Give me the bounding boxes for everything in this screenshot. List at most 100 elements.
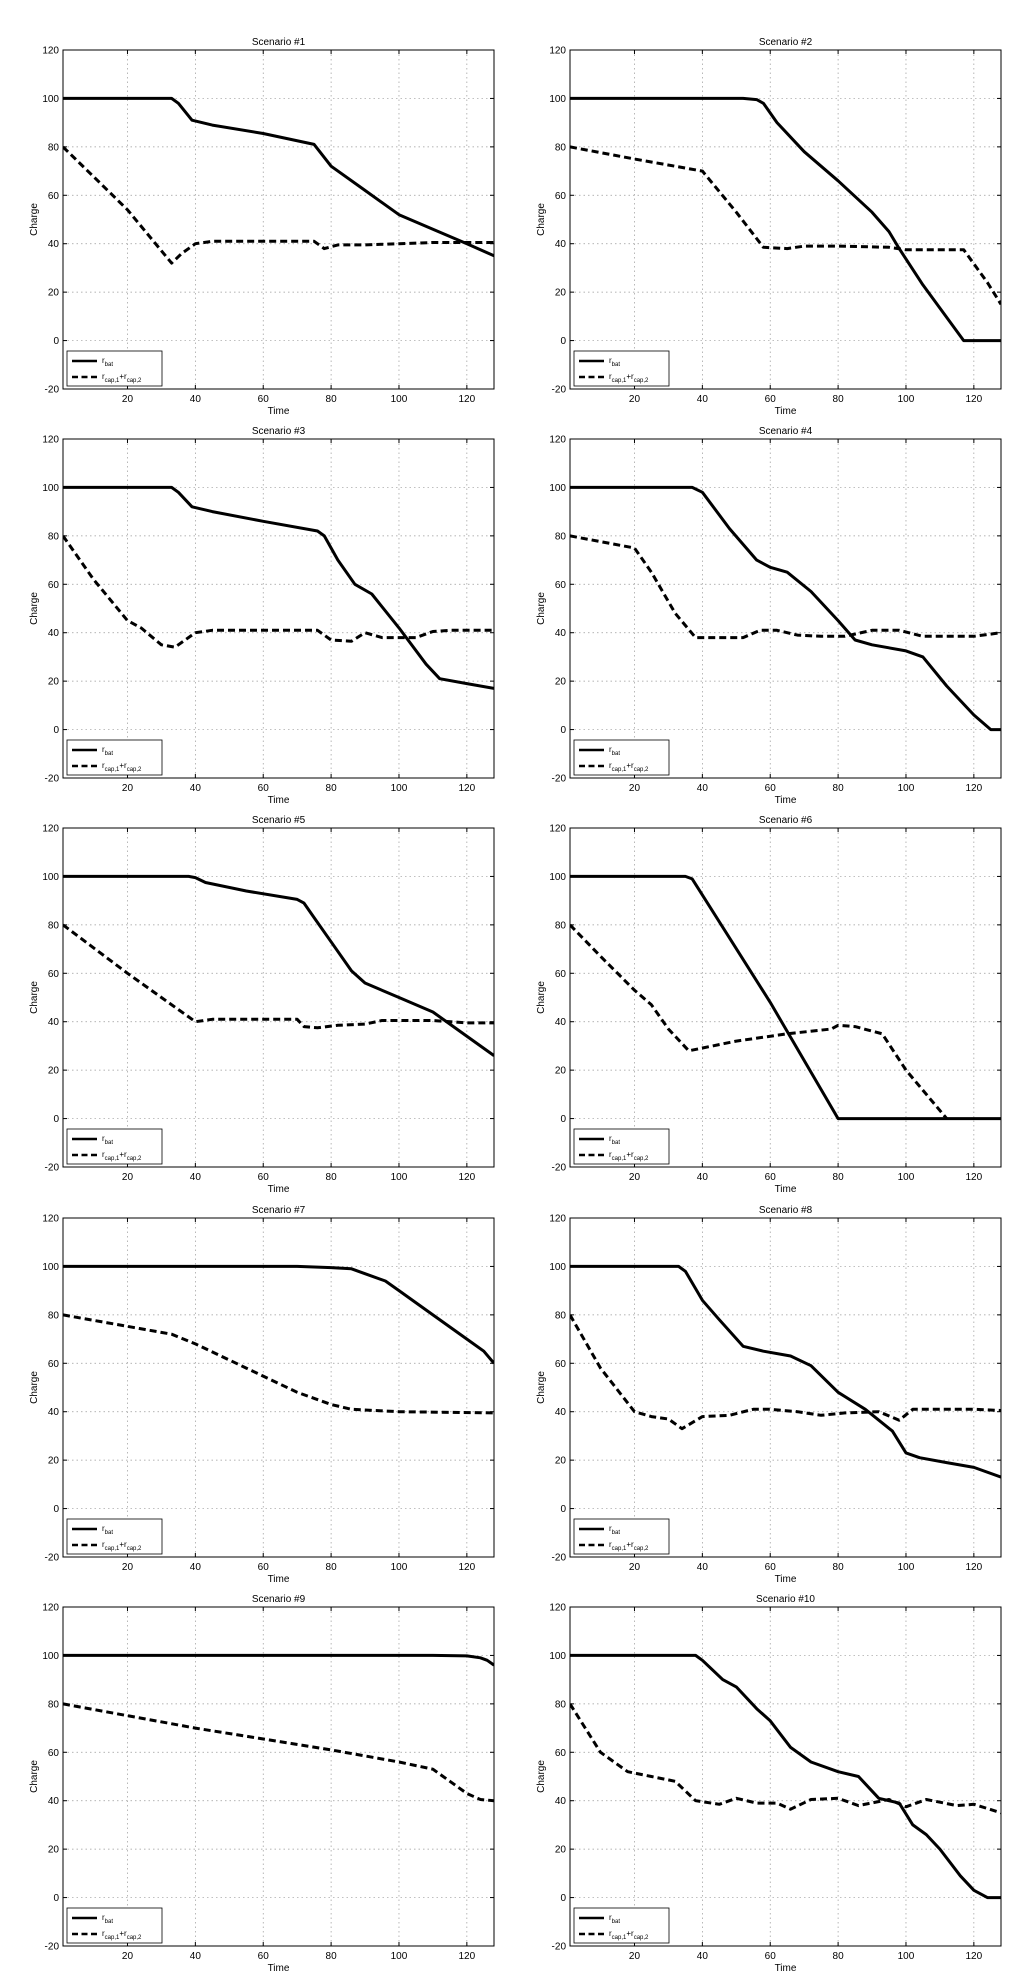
legend-label-sub2: cap,2 [634, 1156, 649, 1162]
x-axis-label: Time [268, 1963, 290, 1974]
y-tick-label: 100 [549, 872, 566, 883]
legend-label: rbat [102, 1134, 113, 1146]
legend-label-sub: bat [612, 362, 621, 368]
y-tick-label: 120 [42, 46, 59, 57]
x-axis-label: Time [775, 406, 797, 417]
y-tick-label: 20 [48, 288, 60, 299]
legend-label-plus: +r [119, 372, 127, 381]
legend-label: rcap,1+rcap,2 [609, 761, 649, 773]
legend-label-sub: bat [612, 1919, 621, 1925]
x-tick-label: 80 [326, 1562, 338, 1573]
x-axis-label: Time [775, 1574, 797, 1585]
legend-label-sub2: cap,2 [634, 1546, 649, 1552]
x-tick-label: 80 [833, 1172, 845, 1183]
legend-box [573, 1907, 670, 1944]
legend-label: rcap,1+rcap,2 [102, 1929, 142, 1941]
y-axis-label: Charge [29, 592, 40, 625]
legend-label-plus: +r [626, 761, 634, 770]
chart-title: Scenario #7 [252, 1205, 306, 1216]
legend-label: rbat [609, 1134, 620, 1146]
y-tick-label: 40 [48, 1017, 60, 1028]
y-axis-label: Charge [29, 203, 40, 236]
legend-label: rcap,1+rcap,2 [609, 1929, 649, 1941]
x-tick-label: 20 [122, 783, 134, 794]
series-line-cap [63, 1313, 494, 1415]
x-axis-label: Time [775, 1184, 797, 1195]
legend-label-sub: cap,1 [612, 767, 627, 773]
y-tick-label: -20 [552, 1553, 567, 1564]
x-axis-label: Time [268, 795, 290, 806]
y-tick-label: 40 [555, 628, 567, 639]
legend-label-plus: +r [119, 1150, 127, 1159]
y-tick-label: 120 [549, 1214, 566, 1225]
chart-panel-3: 20 40 60 80 100 120 -20 0 20 40 60 80 100 120 Scenario… [29, 426, 495, 806]
y-axis-label: Charge [536, 981, 547, 1014]
legend-label: rcap,1+rcap,2 [102, 1150, 142, 1162]
legend-label-main: r [609, 1134, 612, 1143]
y-tick-label: 0 [560, 1893, 566, 1904]
x-tick-label: 60 [765, 1951, 777, 1962]
x-tick-label: 120 [966, 1172, 983, 1183]
legend-label-main: r [102, 1524, 105, 1533]
y-tick-label: 60 [48, 1748, 60, 1759]
legend-label-sub: cap,1 [105, 1156, 120, 1162]
series-line-cap [570, 923, 948, 1120]
series-line-cap [570, 145, 1001, 306]
y-tick-label: 80 [48, 920, 60, 931]
y-tick-label: -20 [552, 1942, 567, 1953]
plot-area-frame [62, 49, 495, 390]
x-tick-label: 80 [326, 394, 338, 405]
legend-label-main: r [102, 745, 105, 754]
plot-area-frame [569, 49, 1002, 390]
x-tick-label: 60 [258, 394, 270, 405]
legend-label: rcap,1+rcap,2 [102, 372, 142, 384]
y-tick-label: 20 [555, 1066, 567, 1077]
y-tick-label: 100 [42, 94, 59, 105]
y-tick-label: 60 [48, 191, 60, 202]
chart-title: Scenario #2 [759, 37, 813, 48]
y-tick-label: 80 [555, 531, 567, 542]
y-tick-label: -20 [552, 774, 567, 785]
y-tick-label: 0 [53, 1504, 59, 1515]
legend-label-plus: +r [119, 761, 127, 770]
x-tick-label: 120 [966, 783, 983, 794]
series-line-bat [63, 1653, 494, 1667]
legend-label-main: r [609, 372, 612, 381]
y-tick-label: 60 [555, 580, 567, 591]
y-tick-label: 40 [555, 1017, 567, 1028]
y-tick-label: 20 [48, 1845, 60, 1856]
y-tick-label: 120 [42, 435, 59, 446]
legend-label-main: r [102, 356, 105, 365]
x-tick-label: 20 [629, 394, 641, 405]
legend-label-sub: cap,1 [612, 378, 627, 384]
legend-label: rcap,1+rcap,2 [609, 1150, 649, 1162]
y-tick-label: 100 [549, 1651, 566, 1662]
y-tick-label: 80 [555, 1310, 567, 1321]
x-tick-label: 100 [391, 783, 408, 794]
y-tick-label: 20 [48, 1456, 60, 1467]
x-tick-label: 80 [326, 783, 338, 794]
x-tick-label: 120 [966, 1951, 983, 1962]
chart-title: Scenario #8 [759, 1205, 813, 1216]
y-tick-label: 60 [555, 1748, 567, 1759]
y-tick-label: -20 [45, 1942, 60, 1953]
x-tick-label: 120 [459, 1172, 476, 1183]
chart-panel-9: 20 40 60 80 100 120 -20 0 20 40 60 80 100 120 Scenario… [29, 1594, 495, 1974]
y-tick-label: 80 [555, 142, 567, 153]
x-tick-label: 20 [122, 394, 134, 405]
y-tick-label: -20 [45, 1163, 60, 1174]
x-tick-label: 100 [898, 1172, 915, 1183]
x-tick-label: 40 [697, 394, 709, 405]
x-tick-label: 40 [697, 1562, 709, 1573]
y-tick-label: 60 [555, 191, 567, 202]
y-tick-label: 0 [53, 725, 59, 736]
x-axis-label: Time [775, 1963, 797, 1974]
x-tick-label: 80 [833, 1951, 845, 1962]
y-tick-label: 100 [42, 872, 59, 883]
legend-box [66, 1128, 163, 1165]
legend-box [66, 1907, 163, 1944]
y-tick-label: 60 [48, 969, 60, 980]
legend-label: rbat [102, 356, 113, 368]
legend-label-main: r [609, 1929, 612, 1938]
